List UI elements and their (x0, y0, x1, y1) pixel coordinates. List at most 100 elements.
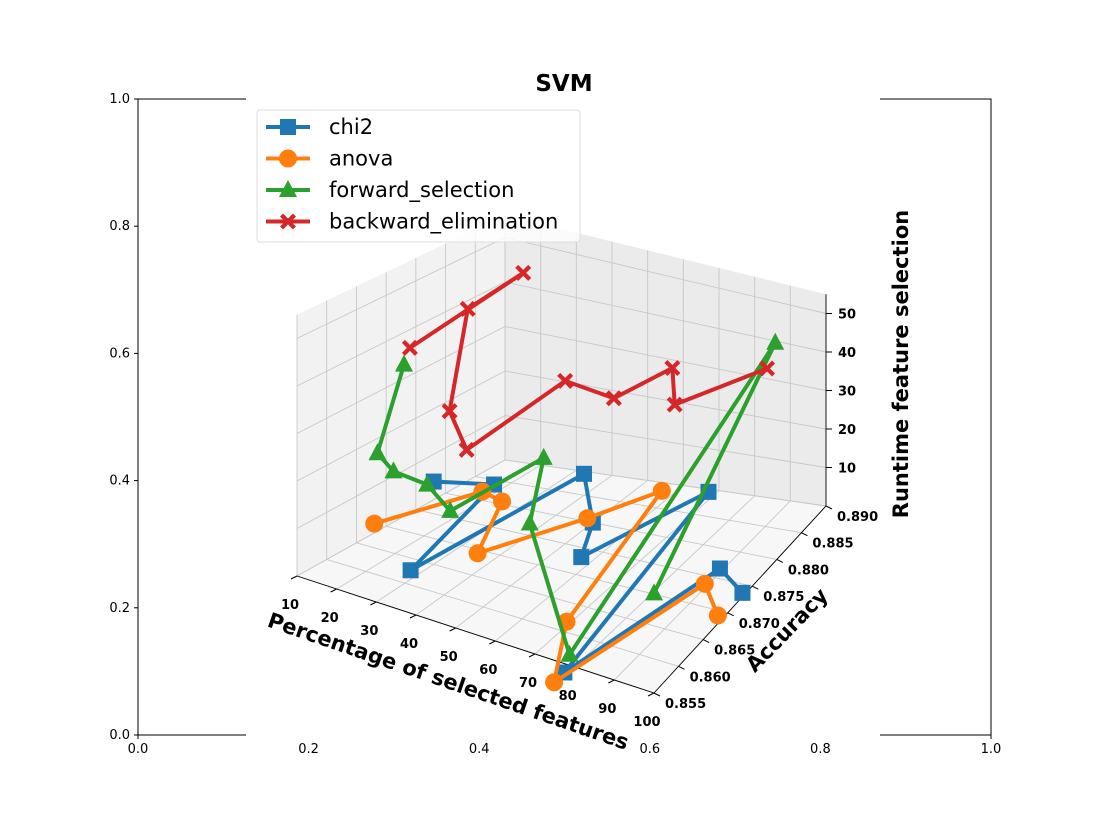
y-tick-mark (776, 558, 784, 563)
grid-left-z (296, 281, 506, 387)
y-tick-label: 0.890 (837, 510, 878, 525)
pane-floor (297, 460, 826, 693)
legend-items: chi2 anova forward_selection backward_elimi… (266, 115, 558, 235)
pane-back (505, 215, 826, 506)
data-point-backward_elimination (664, 360, 681, 377)
x-tick-label: 70 (519, 676, 537, 691)
y-tick-label: 0.855 (665, 697, 706, 712)
legend-item-anova: anova (266, 147, 393, 171)
axes3d-panes (297, 215, 826, 693)
series-forward_selection (368, 332, 785, 662)
data-point-anova (468, 544, 487, 563)
z-tick-label: 50 (838, 308, 856, 323)
y-tick-label: 0.870 (739, 617, 780, 632)
legend: chi2 anova forward_selection backward_elimi… (256, 109, 581, 243)
data-point-forward_selection (534, 447, 553, 465)
outer-y-tick-label: 0.2 (109, 601, 130, 616)
data-point-forward_selection (766, 332, 785, 350)
data-point-chi2 (573, 549, 590, 566)
legend-item-backward_elimination: backward_elimination (266, 210, 558, 235)
data-point-chi2 (576, 465, 592, 482)
data-point-backward_elimination (759, 360, 776, 377)
outer-y-tick-label: 0.8 (109, 219, 130, 234)
x-tick-label: 40 (400, 637, 418, 652)
z-tick-label: 20 (838, 423, 856, 438)
y-tick-mark (678, 665, 685, 670)
data-point-anova (708, 606, 727, 625)
y-tick-label: 0.885 (812, 537, 853, 552)
y-tick-mark (801, 532, 808, 537)
y-tick-label: 0.860 (690, 670, 731, 685)
grid-floor-y (326, 558, 679, 667)
data-point-anova (652, 481, 671, 500)
grid-floor-y (475, 476, 802, 534)
data-point-forward_selection (560, 644, 579, 662)
y-tick-mark (752, 585, 759, 590)
legend-marker-chi2 (280, 119, 296, 135)
data-point-forward_selection (520, 513, 539, 531)
legend-marker-forward_selection (279, 180, 297, 197)
grid-floor-y (386, 525, 728, 614)
data-point-forward_selection (394, 354, 413, 372)
data-point-anova (365, 514, 384, 533)
grid-back-z (504, 415, 827, 468)
data-point-backward_elimination (515, 264, 532, 281)
outer-x-tick-label: 0.8 (810, 742, 831, 757)
grid-back-z (504, 326, 827, 391)
grid-left-z (296, 237, 506, 339)
legend-frame (256, 109, 581, 243)
z-tick-label: 10 (838, 462, 856, 477)
data-point-forward_selection (384, 461, 403, 479)
pane-left (297, 215, 505, 576)
x-tick-label: 50 (440, 650, 458, 665)
grid-back-z (504, 237, 827, 314)
data-point-backward_elimination (605, 390, 622, 407)
axes3d-ticks: 10 20 30 40 50 60 70 80 90 100 0.855 0.860 0.865 0.87… (281, 308, 878, 731)
data-point-chi2 (711, 560, 728, 577)
legend-label-chi2: chi2 (329, 115, 373, 139)
outer-x-tick-label: 0.2 (298, 742, 319, 757)
y-tick-mark (702, 639, 710, 644)
x-tick-mark (528, 653, 536, 658)
y-tick-label: 0.875 (763, 590, 804, 605)
data-point-backward_elimination (441, 403, 458, 420)
outer-x-tick-label: 1.0 (981, 742, 1002, 757)
grid-floor-x (336, 464, 541, 590)
data-point-forward_selection (441, 500, 460, 518)
z-tick-label: 40 (838, 346, 856, 361)
grid-floor-x (495, 485, 684, 642)
x-tick-label: 20 (321, 611, 339, 626)
y-tick-mark (727, 612, 734, 617)
x-tick-mark (409, 614, 417, 619)
grid-left-z (296, 459, 506, 577)
outer-y-tick-label: 1.0 (109, 92, 130, 107)
series-group (365, 264, 785, 692)
legend-item-chi2: chi2 (266, 115, 373, 139)
x-tick-mark (647, 692, 655, 697)
x-tick-mark (489, 640, 496, 645)
grid-floor-x (455, 480, 648, 629)
series-backward_elimination (401, 264, 776, 458)
outer-x-tick-label: 0.0 (128, 742, 149, 757)
y-tick-label: 0.880 (788, 563, 829, 578)
legend-item-forward_selection: forward_selection (266, 178, 514, 203)
grid-left-z (296, 415, 506, 529)
chart-title: SVM (535, 71, 592, 97)
outer-y-tick-label: 0.0 (109, 728, 130, 743)
y-tick-label: 0.865 (714, 644, 755, 659)
data-point-backward_elimination (458, 441, 475, 458)
x-tick-label: 80 (559, 689, 577, 704)
legend-label-anova: anova (329, 147, 393, 171)
legend-marker-backward_elimination (280, 213, 296, 230)
series-line-chi2 (408, 471, 744, 675)
data-point-forward_selection (418, 474, 437, 492)
x-tick-mark (449, 627, 456, 632)
grid-left-z (296, 370, 506, 482)
outer-ticks: 0.0 0.2 0.4 0.6 0.8 1.0 0.0 0.2 0.4 0.6 0.8 1.0 (109, 92, 1001, 757)
outer-x-tick-label: 0.6 (639, 742, 660, 757)
x-tick-label: 30 (360, 624, 378, 639)
series-line-backward_elimination (408, 270, 768, 452)
data-point-backward_elimination (401, 339, 418, 356)
z-tick-label: 30 (838, 385, 856, 400)
